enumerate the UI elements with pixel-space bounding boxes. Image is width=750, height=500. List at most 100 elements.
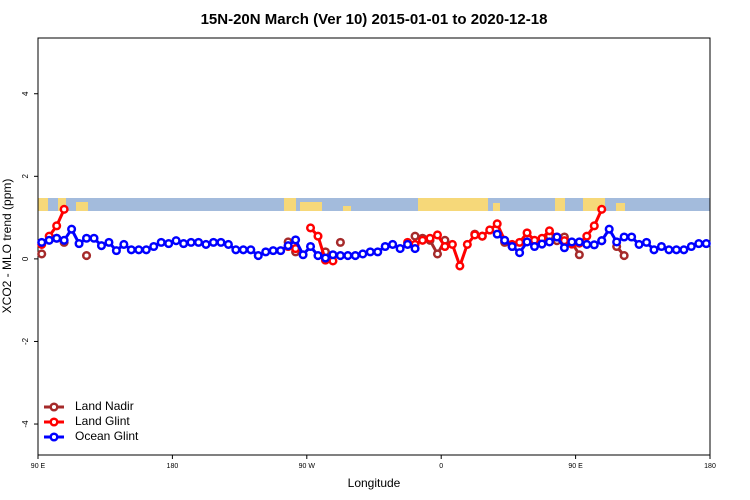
y-tick-label: 4 (21, 91, 30, 96)
data-point (223, 239, 233, 249)
data-point (305, 223, 316, 233)
data-point (358, 249, 368, 259)
map-strip (38, 198, 710, 211)
data-point (485, 225, 495, 235)
data-point (335, 237, 345, 247)
data-point (589, 221, 599, 231)
data-point (597, 204, 607, 214)
data-point (81, 233, 92, 243)
data-point (500, 235, 510, 245)
x-tick-label: 180 (167, 463, 179, 470)
data-point (350, 251, 360, 261)
data-point (216, 237, 226, 247)
data-point (179, 239, 189, 249)
data-point (149, 241, 159, 252)
data-point (529, 241, 540, 252)
data-point (343, 251, 353, 261)
data-point (313, 251, 323, 261)
data-point (81, 251, 92, 261)
data-point (164, 239, 174, 249)
data-point (470, 230, 480, 240)
data-point (574, 250, 584, 260)
data-point (96, 241, 107, 251)
data-point (612, 237, 622, 247)
data-point (395, 244, 405, 254)
data-point (283, 241, 293, 251)
x-tick-label: 90 E (31, 463, 46, 470)
data-point (544, 226, 555, 236)
data-point (380, 241, 390, 252)
data-point (52, 233, 62, 243)
data-point (74, 239, 84, 249)
data-point (156, 237, 166, 247)
data-point (656, 241, 667, 252)
legend-label: Ocean Glint (75, 429, 139, 443)
data-point (432, 230, 443, 240)
data-point (641, 237, 652, 247)
data-point (335, 251, 345, 261)
data-point (291, 235, 301, 245)
data-point (201, 239, 211, 249)
data-point (298, 250, 308, 260)
data-point (462, 239, 472, 249)
data-point (119, 239, 129, 249)
data-point (134, 245, 144, 255)
x-tick-label: 0 (439, 463, 443, 470)
data-point (522, 228, 532, 238)
data-point (589, 240, 599, 250)
data-point (447, 239, 457, 249)
x-tick-label: 90 E (568, 463, 583, 470)
data-point (679, 245, 689, 255)
y-tick-label: 2 (21, 174, 30, 179)
data-point (649, 245, 659, 255)
legend-marker (49, 417, 59, 427)
data-point (604, 224, 614, 234)
data-point (261, 247, 271, 257)
data-point (694, 239, 704, 249)
data-point (515, 248, 525, 258)
data-point (37, 249, 47, 259)
data-point (574, 237, 584, 247)
data-point (477, 231, 487, 241)
data-point (320, 253, 331, 263)
data-point (515, 237, 525, 247)
data-point (52, 221, 62, 231)
data-point (328, 250, 338, 260)
legend-label: Land Glint (75, 414, 130, 428)
data-point (552, 232, 562, 242)
x-tick-label: 180 (704, 463, 716, 470)
data-point (492, 229, 502, 239)
data-point (544, 237, 555, 247)
data-point (671, 245, 681, 255)
legend-marker (49, 432, 59, 442)
legend-marker (49, 402, 59, 412)
data-point (388, 239, 398, 249)
data-point (403, 239, 413, 249)
data-point (238, 245, 248, 255)
data-point (507, 241, 517, 252)
data-point (567, 237, 577, 247)
data-point (492, 219, 502, 229)
data-point (67, 224, 77, 234)
data-point (597, 236, 607, 246)
data-point (141, 245, 151, 255)
data-point (104, 237, 114, 247)
data-point (268, 246, 278, 256)
data-point (365, 247, 375, 257)
y-tick-label: -2 (21, 337, 30, 345)
data-point (410, 231, 420, 241)
data-point (627, 232, 637, 242)
data-point (455, 261, 465, 271)
y-tick-label: 0 (21, 256, 30, 261)
data-point (634, 239, 644, 249)
data-point (425, 233, 435, 243)
chart-title: 15N-20N March (Ver 10) 2015-01-01 to 202… (201, 11, 548, 28)
data-point (619, 251, 629, 261)
data-point (313, 231, 323, 241)
data-point (59, 235, 69, 245)
data-point (373, 247, 383, 257)
x-tick-label: 90 W (299, 463, 316, 470)
data-point (417, 235, 428, 245)
legend-label: Land Nadir (75, 399, 134, 413)
